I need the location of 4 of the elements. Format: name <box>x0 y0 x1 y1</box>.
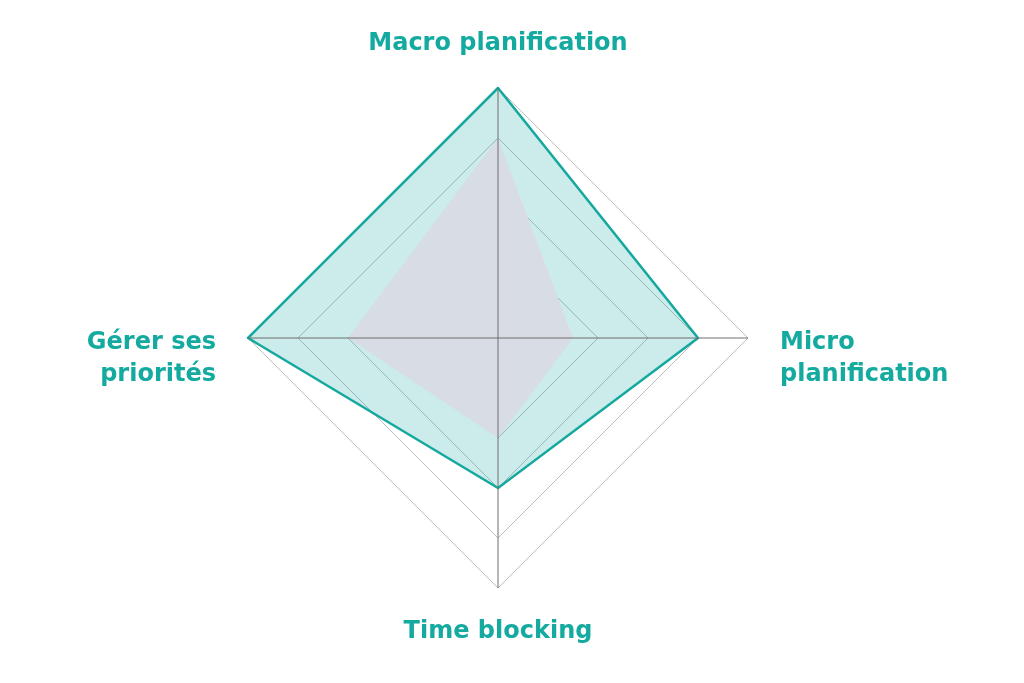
spoke-label: Micro planification <box>780 326 949 387</box>
spoke-label: Gérer ses priorités <box>86 326 216 387</box>
spoke-label: Time blocking <box>403 616 593 645</box>
spoke-label: Macro planification <box>368 28 628 57</box>
